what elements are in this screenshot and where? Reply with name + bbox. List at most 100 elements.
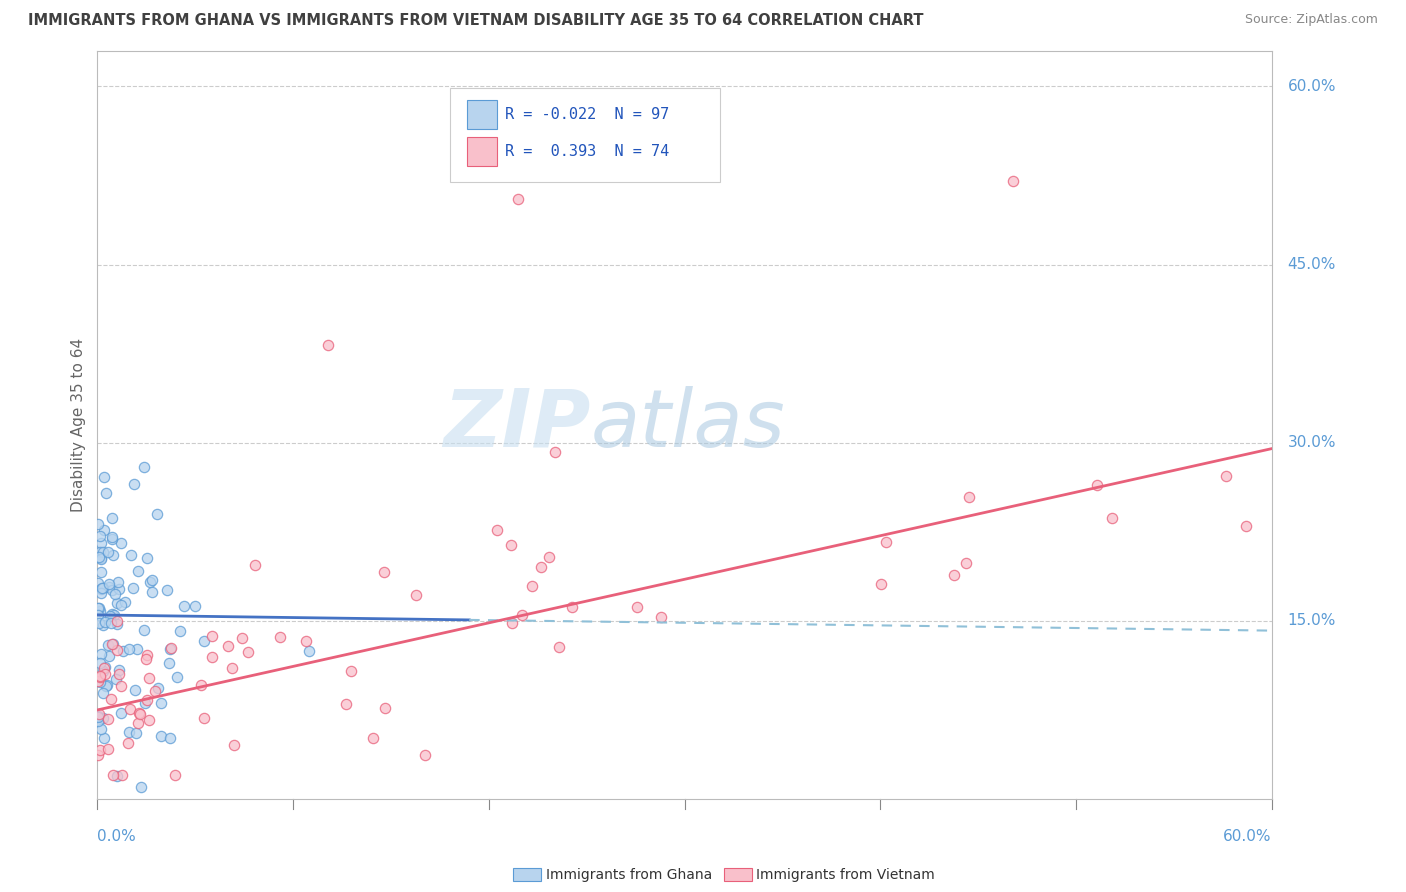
Point [97,545,120,559]
Point [86,674,108,689]
Point [87,608,110,623]
Point [955,556,977,570]
Point [135,652,157,666]
Point [650,610,672,624]
Point [91,617,114,632]
Point [169,624,191,639]
Text: 60.0%: 60.0% [1288,78,1336,94]
Point [128,706,150,720]
Point [156,582,179,597]
Point [89,529,111,543]
Point [193,711,215,725]
Point [405,588,427,602]
Point [201,629,224,643]
Point [91,686,114,700]
Text: 45.0%: 45.0% [1288,257,1336,272]
Point [129,706,152,721]
Bar [467,100,496,128]
Text: 60.0%: 60.0% [1223,829,1272,844]
Point [150,729,173,743]
Bar [467,137,496,166]
Point [108,667,131,681]
Point [159,731,181,746]
Point [105,596,128,610]
Point [93,664,115,678]
Point [108,663,131,677]
Text: 30.0%: 30.0% [1288,435,1336,450]
Point [110,599,132,613]
Point [138,671,160,685]
Point [183,599,205,613]
Point [1215,468,1237,483]
Point [89,604,111,618]
Point [193,633,215,648]
Point [374,700,396,714]
Point [93,523,115,537]
Point [90,536,112,550]
Point [340,664,363,678]
Text: atlas: atlas [591,386,786,464]
Point [101,637,124,651]
Point [89,656,111,670]
Point [163,768,186,782]
Point [96,677,118,691]
Point [91,545,114,559]
Point [90,552,112,566]
Point [101,637,124,651]
Point [413,748,436,763]
Point [112,644,135,658]
Point [548,640,571,654]
Point [245,558,267,573]
Text: IMMIGRANTS FROM GHANA VS IMMIGRANTS FROM VIETNAM DISABILITY AGE 35 TO 64 CORRELA: IMMIGRANTS FROM GHANA VS IMMIGRANTS FROM… [28,13,924,29]
Point [108,582,131,596]
Point [91,581,114,595]
Point [127,642,149,657]
Point [89,545,111,559]
Point [173,599,195,614]
Text: ZIP: ZIP [443,386,591,464]
Point [335,697,357,711]
Point [136,648,159,662]
Point [89,669,111,683]
Point [318,338,340,352]
Point [90,585,112,599]
Point [105,643,128,657]
Point [97,638,120,652]
Point [98,580,121,594]
Point [530,559,553,574]
Text: Immigrants from Vietnam: Immigrants from Vietnam [756,868,935,881]
Point [93,469,115,483]
Point [141,573,163,587]
Point [146,508,169,522]
Point [190,678,212,692]
Point [269,630,291,644]
Point [626,599,648,614]
Point [89,743,111,757]
Point [166,670,188,684]
Point [118,724,141,739]
Point [100,692,122,706]
Text: Immigrants from Ghana: Immigrants from Ghana [546,868,711,881]
FancyBboxPatch shape [450,88,720,182]
Point [105,769,128,783]
Point [89,670,111,684]
Point [100,529,122,543]
Point [512,608,534,623]
Point [231,631,253,645]
Point [86,517,108,532]
Text: Source: ZipAtlas.com: Source: ZipAtlas.com [1244,13,1378,27]
Point [150,696,173,710]
Point [129,780,152,794]
Text: R = -0.022  N = 97: R = -0.022 N = 97 [505,107,669,122]
Point [104,673,127,687]
Point [143,683,166,698]
Point [93,615,115,630]
Point [98,608,121,623]
Point [121,581,143,595]
Point [136,551,159,566]
Point [91,710,114,724]
Point [89,582,111,596]
Point [101,583,124,598]
Point [90,551,112,566]
Text: 15.0%: 15.0% [1288,614,1336,628]
